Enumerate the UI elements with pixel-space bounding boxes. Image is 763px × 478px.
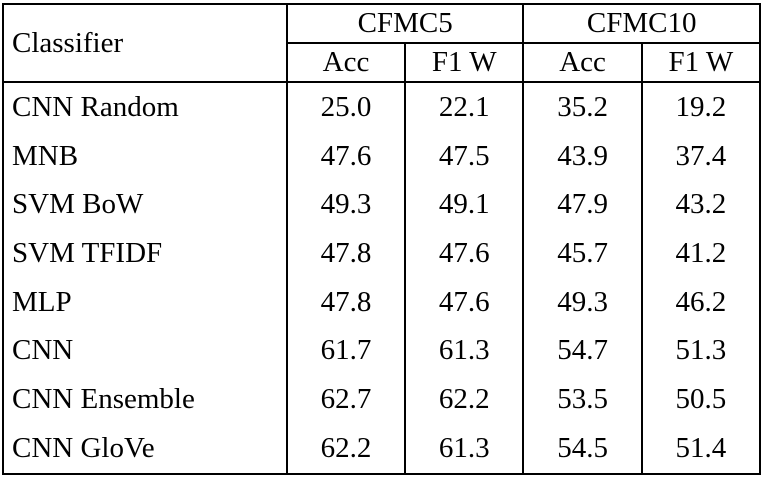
- table-row: SVM BoW 49.3 49.1 47.9 43.2: [3, 180, 760, 230]
- table-cell: 41.2: [640, 229, 760, 278]
- table-cell: 47.9: [522, 180, 642, 230]
- table-cell: 47.6: [404, 229, 524, 278]
- table-row: CNN 61.7 61.3 54.7 51.3: [3, 326, 760, 376]
- table-cell: 47.8: [285, 229, 406, 278]
- col-header-cfmc10-acc: Acc: [522, 43, 642, 83]
- table-cell: 49.1: [404, 180, 524, 230]
- col-header-cfmc5-f1w: F1 W: [404, 43, 524, 83]
- table-row: CNN GloVe 62.2 61.3 54.5 51.4: [3, 423, 760, 474]
- table-cell: 61.7: [285, 326, 406, 376]
- table-cell: 37.4: [640, 131, 760, 181]
- classifier-name: SVM TFIDF: [12, 237, 163, 270]
- table-cell: 47.5: [404, 131, 524, 181]
- table-cell: 54.5: [522, 423, 642, 474]
- table-cell: 54.7: [522, 326, 642, 376]
- table-cell: 43.2: [640, 180, 760, 230]
- table-cell: 45.7: [522, 229, 642, 278]
- classifier-name: MLP: [12, 285, 72, 318]
- table-cell: 62.2: [404, 375, 524, 424]
- table-row: CNN Ensemble 62.7 62.2 53.5 50.5: [3, 375, 760, 424]
- table-cell: 47.6: [404, 277, 524, 327]
- table-cell: 62.2: [285, 423, 406, 474]
- table-cell: 51.4: [640, 423, 760, 474]
- table-cell: 47.6: [285, 131, 406, 181]
- group-header-cfmc5: CFMC5: [285, 4, 524, 44]
- classifier-name: CNN: [12, 334, 74, 367]
- table-cell: 53.5: [522, 375, 642, 424]
- table-cell: 46.2: [640, 277, 760, 327]
- table-cell: 61.3: [404, 423, 524, 474]
- table-row: MLP 47.8 47.6 49.3 46.2: [3, 277, 760, 327]
- table-row: SVM TFIDF 47.8 47.6 45.7 41.2: [3, 229, 760, 278]
- classifier-name: CNN Ensemble: [12, 383, 195, 416]
- table-cell: 61.3: [404, 326, 524, 376]
- table-cell: 35.2: [522, 82, 642, 132]
- table-cell: 62.7: [285, 375, 406, 424]
- classifier-results-table: Classifier CFMC5 CFMC10 Acc F1 W Acc F1 …: [2, 3, 761, 475]
- col-header-cfmc10-f1w: F1 W: [640, 43, 760, 83]
- table-row: CNN Random 25.0 22.1 35.2 19.2: [3, 82, 760, 132]
- table-cell: 19.2: [640, 82, 760, 132]
- classifier-name: MNB: [12, 139, 79, 172]
- table-cell: 43.9: [522, 131, 642, 181]
- classifier-name: CNN GloVe: [12, 431, 155, 464]
- table-cell: 49.3: [285, 180, 406, 230]
- table-cell: 47.8: [285, 277, 406, 327]
- classifier-name: CNN Random: [12, 90, 179, 123]
- table-cell: 49.3: [522, 277, 642, 327]
- table-cell: 50.5: [640, 375, 760, 424]
- col-header-cfmc5-acc: Acc: [285, 43, 406, 83]
- sub-header-row: Acc F1 W Acc F1 W: [3, 43, 760, 83]
- group-header-cfmc10: CFMC10: [522, 4, 760, 44]
- table-cell: 25.0: [285, 82, 406, 132]
- classifier-name: SVM BoW: [12, 188, 144, 221]
- classifier-header: Classifier: [3, 4, 287, 83]
- group-header-row: Classifier CFMC5 CFMC10: [3, 4, 760, 83]
- table-cell: 51.3: [640, 326, 760, 376]
- table-cell: 22.1: [404, 82, 524, 132]
- table-row: MNB 47.6 47.5 43.9 37.4: [3, 131, 760, 181]
